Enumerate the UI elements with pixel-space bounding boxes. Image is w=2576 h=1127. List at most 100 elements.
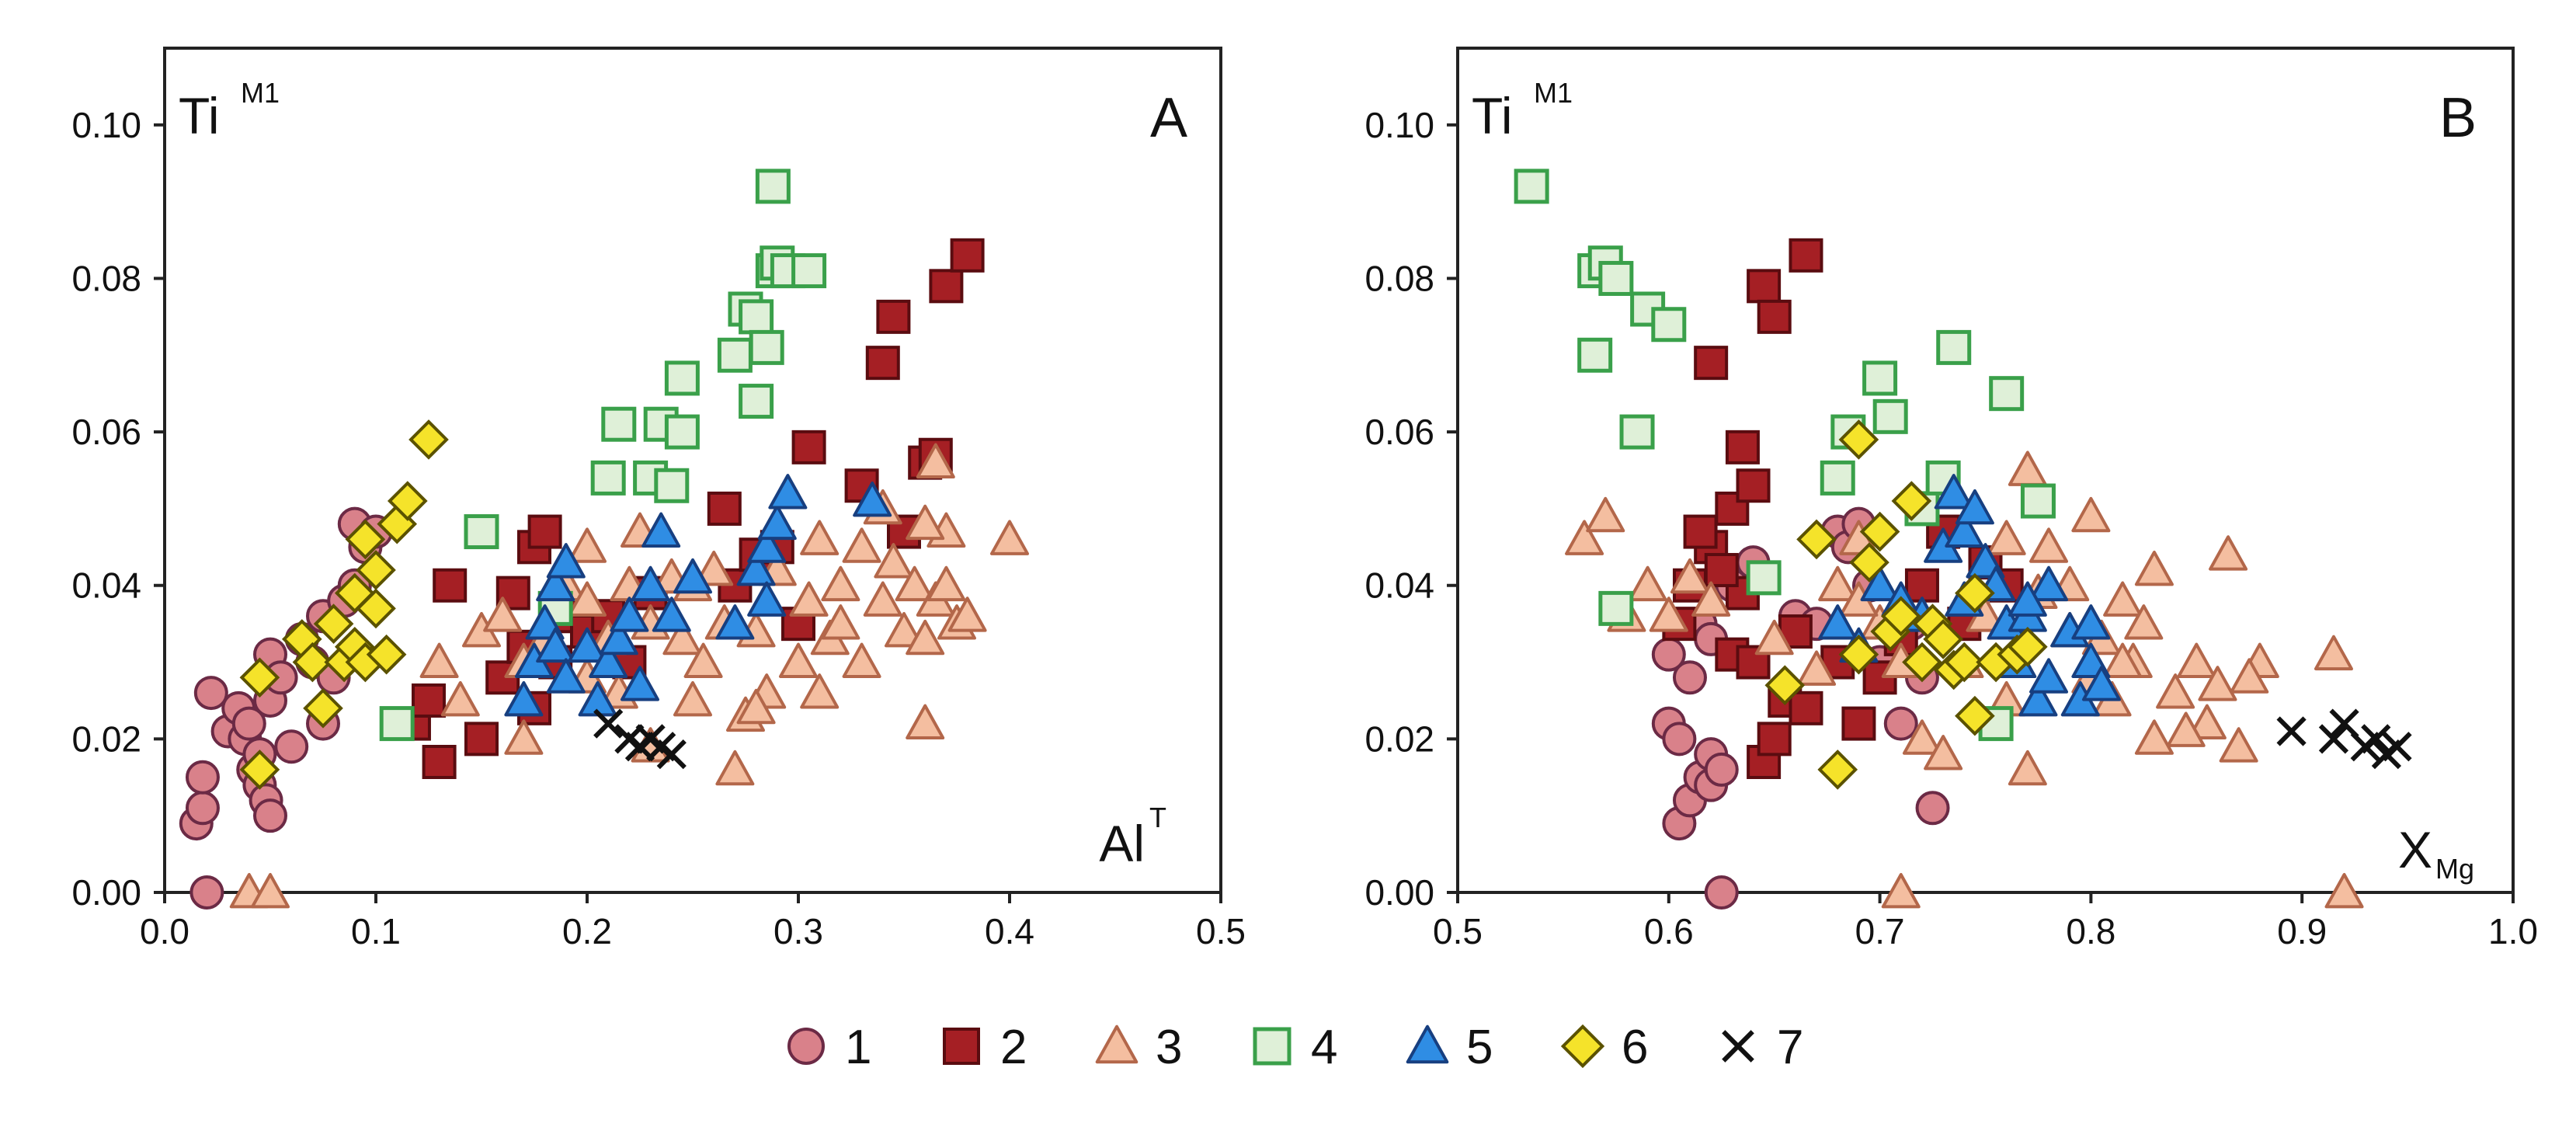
data-point-series-6-a — [356, 550, 396, 590]
data-point-series-5-a — [747, 527, 787, 563]
data-point-series-4-a — [755, 169, 791, 204]
y-axis-label-sup-a: M1 — [241, 77, 280, 109]
data-point-series-5-a — [652, 597, 691, 632]
data-point-series-1-b — [1915, 791, 1950, 826]
data-point-series-5-a — [610, 597, 649, 632]
panel-a: 0.0 0.1 0.2 0.3 0.4 0.5 0.00 0.02 0.04 0.06 0.08 0.… — [71, 47, 1246, 951]
data-points-b — [1514, 169, 2412, 910]
data-point-series-3-a — [885, 612, 923, 648]
legend-marker-6 — [1560, 1024, 1605, 1069]
x-tick-label-b: 0.9 — [2277, 911, 2327, 951]
data-point-series-2-b — [1841, 706, 1876, 741]
data-point-series-3-b — [1649, 597, 1688, 632]
data-point-series-4-b — [1577, 337, 1613, 373]
data-point-series-5-a — [641, 512, 681, 548]
data-point-series-2-b — [1789, 690, 1823, 725]
data-point-series-7-b — [2276, 716, 2307, 746]
data-point-series-3-a — [483, 597, 523, 632]
data-point-series-6-a — [366, 634, 407, 675]
data-point-series-5-a — [621, 666, 659, 701]
data-point-series-3-b — [1797, 650, 1837, 686]
y-tick-label-a: 0.04 — [71, 565, 141, 606]
data-point-series-3-b — [1628, 565, 1667, 602]
data-point-series-3-a — [683, 642, 723, 678]
data-point-series-4-b — [1989, 376, 2025, 412]
data-point-series-3-b — [1881, 873, 1921, 909]
data-point-series-4-b — [1936, 329, 1972, 365]
legend-label-6: 6 — [1622, 1021, 1648, 1074]
data-point-series-1-a — [185, 760, 220, 795]
data-point-series-3-b — [1586, 496, 1625, 533]
data-point-series-7-a — [656, 739, 687, 770]
data-point-series-5-a — [747, 581, 787, 617]
data-point-series-6-b — [1902, 642, 1942, 683]
y-tick-label-a: 0.00 — [71, 872, 141, 913]
data-point-series-4-b — [1872, 398, 1908, 434]
data-point-series-4-a — [379, 706, 415, 742]
data-point-series-4-b — [1514, 169, 1549, 204]
data-point-series-4-b — [1598, 260, 1634, 296]
data-point-series-2-a — [950, 238, 985, 273]
data-point-series-6-b — [2008, 626, 2048, 667]
data-point-series-3-b — [2029, 527, 2069, 563]
legend-marker-2 — [943, 1028, 980, 1065]
data-point-series-5-a — [536, 627, 575, 663]
data-point-series-2-a — [929, 269, 964, 304]
data-point-series-6-b — [1796, 519, 1837, 560]
data-point-series-3-a — [419, 642, 459, 678]
data-point-series-6-b — [1859, 511, 1900, 552]
data-point-series-3-b — [1691, 581, 1731, 617]
data-point-series-5-b — [1818, 604, 1858, 640]
data-point-series-5-a — [568, 627, 607, 663]
data-point-series-5-b — [2029, 658, 2069, 694]
data-point-series-4-a — [739, 299, 774, 335]
data-point-series-6-a — [303, 688, 343, 729]
data-point-series-1-b — [1672, 660, 1707, 695]
y-tick-label-b: 0.10 — [1364, 105, 1434, 145]
data-point-series-3-b — [2103, 581, 2143, 617]
data-point-series-5-a — [536, 565, 575, 602]
data-point-series-6-a — [313, 604, 354, 644]
data-point-series-7-a — [593, 708, 624, 739]
data-points-a — [179, 169, 1029, 910]
data-point-series-2-b — [1904, 568, 1939, 603]
data-point-series-3-a — [779, 642, 818, 678]
data-point-series-4-b — [1746, 560, 1782, 596]
data-point-series-7-b — [2382, 732, 2412, 762]
data-point-series-3-a — [694, 550, 734, 586]
data-point-series-3-b — [2008, 450, 2047, 486]
data-point-series-6-b — [1838, 419, 1879, 460]
data-point-series-3-a — [926, 565, 966, 602]
data-point-series-5-a — [715, 604, 755, 640]
data-point-series-3-a — [673, 680, 712, 717]
data-point-series-3-a — [440, 680, 480, 717]
data-point-series-3-a — [906, 504, 945, 541]
panel-b: 0.5 0.6 0.7 0.8 0.9 1.0 0.00 0.02 0.04 0.06 0.08 0.… — [1364, 47, 2538, 951]
y-tick-label-b: 0.02 — [1364, 718, 1434, 759]
x-tick-label-a: 0.5 — [1196, 911, 1246, 951]
y-axis-label-sup-b: M1 — [1534, 77, 1573, 109]
data-point-series-3-b — [2198, 666, 2237, 701]
plot-frame-a — [163, 47, 1222, 894]
data-point-series-3-b — [2134, 719, 2174, 755]
data-point-series-4-a — [664, 414, 700, 450]
data-point-series-7-b — [2318, 724, 2349, 754]
data-point-series-3-b — [2209, 535, 2248, 571]
data-point-series-5-a — [768, 474, 808, 510]
data-point-series-2-b — [1757, 299, 1792, 334]
data-point-series-3-b — [1902, 719, 1942, 755]
plot-frame-b — [1456, 47, 2515, 894]
data-point-series-5-b — [2081, 666, 2121, 701]
legend-label-3: 3 — [1156, 1021, 1182, 1074]
data-point-series-4-a — [791, 253, 827, 289]
data-point-series-1-a — [274, 729, 309, 764]
data-point-series-3-b — [2124, 604, 2164, 640]
data-point-series-3-a — [916, 443, 955, 479]
data-point-series-3-a — [906, 704, 945, 739]
data-point-series-2-a — [527, 514, 562, 549]
data-point-series-2-b — [1789, 238, 1823, 273]
data-point-series-6-b — [1880, 596, 1921, 637]
data-point-series-3-b — [2134, 550, 2174, 586]
data-point-series-3-a — [906, 619, 945, 656]
